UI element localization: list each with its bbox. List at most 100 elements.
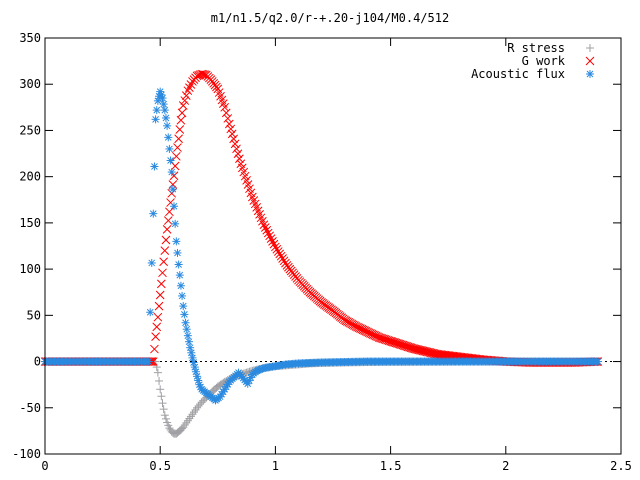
data-point bbox=[198, 70, 208, 79]
legend-label: Acoustic flux bbox=[471, 67, 565, 81]
data-point bbox=[364, 328, 374, 338]
data-point bbox=[165, 144, 174, 153]
data-point bbox=[158, 94, 167, 103]
y-tick-label: -100 bbox=[12, 447, 41, 461]
data-point bbox=[186, 80, 196, 89]
data-point bbox=[152, 106, 161, 115]
data-point bbox=[150, 344, 159, 354]
x-axis: 0 0.5 1 1.5 2 2.5 bbox=[41, 38, 632, 473]
data-point bbox=[180, 310, 189, 319]
data-point bbox=[150, 162, 159, 171]
data-point bbox=[172, 237, 181, 246]
data-point bbox=[265, 231, 274, 241]
data-point bbox=[165, 207, 174, 217]
data-point bbox=[178, 291, 187, 300]
data-point bbox=[278, 254, 287, 263]
data-point bbox=[268, 237, 277, 246]
data-point bbox=[281, 258, 290, 268]
y-axis: -100 -50 0 50 100 150 200 250 300 350 bbox=[12, 31, 621, 461]
x-tick-label: 0 bbox=[41, 459, 48, 473]
data-point bbox=[163, 216, 173, 225]
data-point bbox=[183, 416, 192, 425]
data-point bbox=[155, 376, 164, 385]
data-point bbox=[161, 414, 170, 423]
data-point bbox=[167, 168, 176, 177]
y-tick-label: 50 bbox=[27, 308, 41, 322]
data-point bbox=[168, 180, 178, 189]
y-tick-label: -50 bbox=[19, 401, 41, 415]
y-tick-label: 350 bbox=[19, 31, 41, 45]
data-point bbox=[191, 405, 200, 414]
data-point bbox=[221, 108, 231, 118]
data-point bbox=[351, 322, 361, 331]
data-point bbox=[175, 125, 185, 134]
x-tick-label: 1 bbox=[272, 459, 279, 473]
data-point bbox=[183, 86, 193, 96]
data-point bbox=[162, 225, 172, 234]
data-point bbox=[271, 242, 280, 252]
data-point bbox=[174, 260, 183, 269]
data-point bbox=[170, 202, 179, 211]
data-point bbox=[158, 399, 167, 408]
data-point bbox=[176, 115, 186, 125]
data-point bbox=[180, 96, 190, 105]
data-point bbox=[174, 134, 183, 144]
data-point bbox=[173, 143, 182, 152]
data-point bbox=[161, 113, 170, 122]
data-point bbox=[155, 290, 165, 300]
data-point bbox=[151, 115, 160, 124]
legend-marker bbox=[585, 56, 595, 66]
data-point bbox=[276, 251, 286, 261]
data-point bbox=[189, 408, 198, 417]
data-point bbox=[354, 323, 364, 333]
y-tick-label: 200 bbox=[19, 170, 41, 184]
data-point bbox=[144, 357, 153, 366]
y-tick-label: 0 bbox=[34, 355, 41, 369]
y-tick-label: 150 bbox=[19, 216, 41, 230]
y-tick-label: 250 bbox=[19, 123, 41, 137]
data-point bbox=[260, 223, 270, 232]
data-point bbox=[159, 405, 168, 414]
data-point bbox=[266, 234, 276, 243]
data-point bbox=[181, 91, 191, 100]
data-point bbox=[223, 114, 233, 123]
data-point bbox=[160, 246, 170, 255]
legend-label: G work bbox=[522, 54, 566, 68]
data-point bbox=[185, 337, 193, 346]
data-point bbox=[593, 357, 602, 366]
data-point bbox=[158, 268, 167, 278]
data-point bbox=[157, 392, 166, 401]
data-point bbox=[156, 385, 165, 394]
plot-area bbox=[40, 69, 603, 438]
data-point bbox=[357, 324, 367, 334]
data-point bbox=[163, 121, 172, 130]
data-point bbox=[233, 149, 243, 159]
data-point bbox=[227, 129, 237, 139]
data-point bbox=[262, 225, 272, 235]
data-point bbox=[176, 281, 185, 290]
data-point bbox=[275, 249, 285, 259]
series-r-stress bbox=[41, 357, 602, 438]
data-point bbox=[161, 235, 171, 245]
plot-frame bbox=[44, 37, 622, 455]
data-point bbox=[235, 154, 244, 164]
data-point bbox=[188, 410, 197, 419]
data-point bbox=[272, 244, 282, 254]
data-point bbox=[224, 119, 234, 129]
data-point bbox=[192, 71, 202, 81]
data-point bbox=[160, 411, 169, 420]
data-point bbox=[273, 247, 283, 256]
data-point bbox=[171, 219, 180, 228]
data-point bbox=[186, 343, 195, 352]
data-point bbox=[367, 329, 377, 339]
data-point bbox=[171, 151, 181, 161]
data-point bbox=[152, 322, 162, 332]
data-point bbox=[229, 134, 238, 144]
data-point bbox=[358, 325, 368, 335]
data-point bbox=[175, 271, 184, 280]
data-point bbox=[186, 412, 195, 421]
data-point bbox=[232, 144, 241, 154]
y-tick-label: 100 bbox=[19, 262, 41, 276]
data-point bbox=[177, 108, 187, 118]
